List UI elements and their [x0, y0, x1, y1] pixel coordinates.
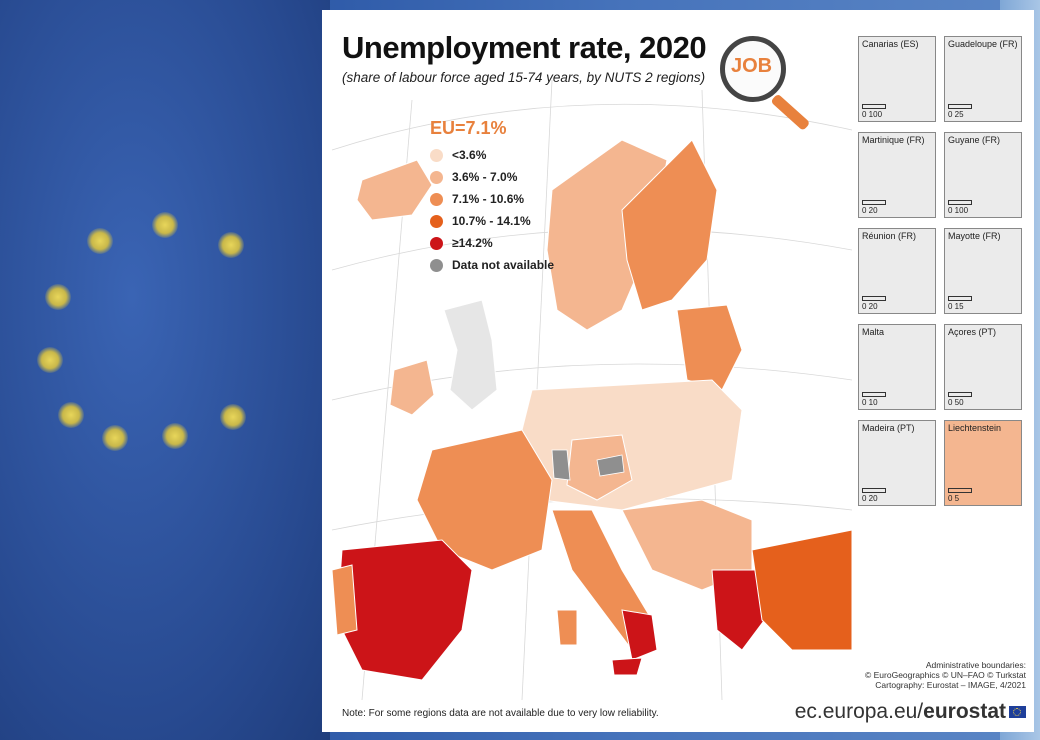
region-portugal	[331, 564, 358, 636]
eu-average-label: EU=7.1%	[430, 118, 507, 138]
eurostat-brand: ec.europa.eu/eurostat	[795, 700, 1026, 724]
map-area: Unemployment rate, 2020 (share of labour…	[322, 10, 852, 705]
region-scandinavia-west	[546, 139, 668, 331]
legend-swatch	[430, 214, 443, 228]
inset-malta: Malta 0 10	[858, 324, 936, 410]
inset-guyane: Guyane (FR) 0 100	[944, 132, 1022, 218]
region-baltics	[676, 304, 743, 391]
footnote: Note: For some regions data are not avai…	[342, 708, 659, 719]
inset-liechtenstein: Liechtenstein 0 5	[944, 420, 1022, 506]
legend-item: 10.7% - 14.1%	[430, 210, 554, 232]
flag-star	[58, 402, 84, 428]
map-credits: Administrative boundaries: © EuroGeograp…	[865, 660, 1026, 690]
legend-label: 7.1% - 10.6%	[452, 192, 525, 206]
inset-guadeloupe: Guadeloupe (FR) 0 25	[944, 36, 1022, 122]
region-france	[416, 429, 553, 571]
legend-item: ≥14.2%	[430, 232, 554, 254]
legend-swatch	[430, 258, 443, 272]
map-title: Unemployment rate, 2020	[342, 30, 707, 65]
job-badge: JOB	[731, 55, 773, 77]
brand-name: eurostat	[923, 700, 1006, 723]
legend-item: 3.6% - 7.0%	[430, 166, 554, 188]
inset-madeira: Madeira (PT) 0 20	[858, 420, 936, 506]
legend-swatch	[430, 192, 443, 206]
legend-item: Data not available	[430, 254, 554, 276]
flag-star	[218, 232, 244, 258]
legend-label: ≥14.2%	[452, 236, 493, 250]
eu-flag-background	[0, 0, 330, 740]
inset-mayotte: Mayotte (FR) 0 15	[944, 228, 1022, 314]
region-sardinia	[556, 609, 578, 646]
region-italy-south	[621, 609, 658, 661]
flag-star	[152, 212, 178, 238]
legend-label: 3.6% - 7.0%	[452, 170, 518, 184]
inset-reunion: Réunion (FR) 0 20	[858, 228, 936, 314]
inset-maps: Canarias (ES) 0 100 Guadeloupe (FR) 0 25 M…	[858, 36, 1028, 516]
eu-flag-icon	[1009, 706, 1026, 718]
region-greece	[711, 569, 773, 651]
flag-star	[162, 423, 188, 449]
legend-label: Data not available	[452, 258, 555, 272]
legend-item: 7.1% - 10.6%	[430, 188, 554, 210]
magnifier-icon	[720, 36, 786, 102]
map-legend: <3.6% 3.6% - 7.0% 7.1% - 10.6% 10.7% - 1…	[430, 144, 554, 276]
infographic-card: Unemployment rate, 2020 (share of labour…	[322, 10, 1034, 732]
europe-map	[331, 79, 852, 701]
region-sicily	[611, 657, 643, 676]
brand-url: ec.europa.eu/	[794, 700, 924, 723]
region-no-data	[551, 449, 571, 481]
legend-label: <3.6%	[452, 148, 487, 162]
map-subtitle: (share of labour force aged 15-74 years,…	[342, 70, 706, 85]
region-ireland	[389, 359, 435, 416]
flag-star	[37, 347, 63, 373]
region-no-data	[596, 454, 625, 477]
legend-label: 10.7% - 14.1%	[452, 214, 531, 228]
flag-star	[45, 284, 71, 310]
flag-star	[220, 404, 246, 430]
legend-swatch	[430, 148, 443, 162]
legend-swatch	[430, 236, 443, 250]
flag-star	[102, 425, 128, 451]
flag-star	[87, 228, 113, 254]
region-iceland	[356, 159, 433, 221]
region-uk	[443, 299, 498, 411]
region-scandinavia-east	[621, 139, 718, 311]
inset-canarias: Canarias (ES) 0 100	[858, 36, 936, 122]
legend-swatch	[430, 170, 443, 184]
region-spain	[336, 539, 473, 681]
inset-martinique: Martinique (FR) 0 20	[858, 132, 936, 218]
legend-item: <3.6%	[430, 144, 554, 166]
region-turkey-west	[751, 529, 852, 651]
inset-acores: Açores (PT) 0 50	[944, 324, 1022, 410]
